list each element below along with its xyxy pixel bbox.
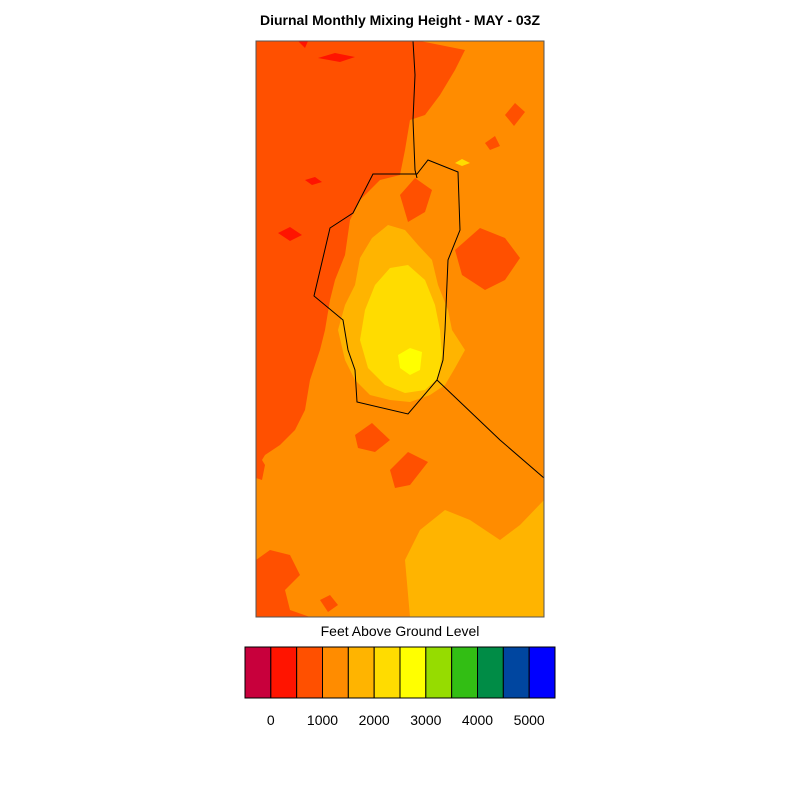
colorbar-swatch: [244, 646, 272, 699]
contour-2000-2500: [360, 265, 442, 393]
state-border-line: [436, 379, 545, 479]
colorbar-swatch: [322, 646, 349, 699]
contour-2000-2500: [455, 159, 470, 166]
colorbar-tick-label: 4000: [461, 712, 494, 728]
colorbar-swatch: [528, 646, 556, 699]
contour-0-500: [278, 227, 302, 241]
colorbar: [244, 646, 556, 699]
contour-1500-2000: [530, 505, 544, 560]
colorbar-swatch: [502, 646, 530, 699]
colorbar-swatch: [296, 646, 323, 699]
colorbar-swatch: [425, 646, 453, 699]
region-outline: [313, 159, 461, 415]
map-title: Diurnal Monthly Mixing Height - MAY - 03…: [259, 12, 540, 28]
colorbar-tick-label: 1000: [306, 712, 339, 728]
state-border-line: [412, 40, 418, 179]
colorbar-swatch: [399, 646, 427, 699]
contour-500-1000: [256, 550, 310, 617]
colorbar-tick-label: 0: [266, 712, 275, 728]
contour-0-500: [298, 41, 308, 48]
colorbar-swatch: [477, 646, 504, 699]
contour-500-1000: [256, 450, 265, 480]
colorbar-swatch: [347, 646, 375, 699]
contour-500-1000: [256, 41, 465, 470]
boundary-lines: [313, 40, 545, 479]
contour-500-1000: [355, 423, 390, 452]
colorbar-tick-label: 5000: [513, 712, 545, 728]
colorbar-label: Feet Above Ground Level: [320, 623, 480, 639]
colorbar-tick-label: 2000: [358, 712, 390, 728]
colorbar-swatch: [373, 646, 401, 699]
contour-0-500: [318, 53, 355, 62]
contour-500-1000: [485, 136, 500, 150]
contour-500-1000: [320, 595, 338, 612]
contour-field: [256, 41, 544, 617]
colorbar-swatch: [451, 646, 478, 699]
contour-0-500: [305, 177, 322, 185]
contour-500-1000: [390, 452, 428, 488]
contour-500-1000: [455, 228, 520, 290]
colorbar-swatch: [270, 646, 298, 699]
contour-2500-3000: [398, 348, 422, 375]
plot-frame: [255, 40, 545, 618]
contour-500-1000: [505, 103, 525, 126]
colorbar-tick-label: 3000: [410, 712, 442, 728]
contour-500-1000: [400, 178, 432, 222]
contour-1500-2000: [405, 500, 544, 617]
